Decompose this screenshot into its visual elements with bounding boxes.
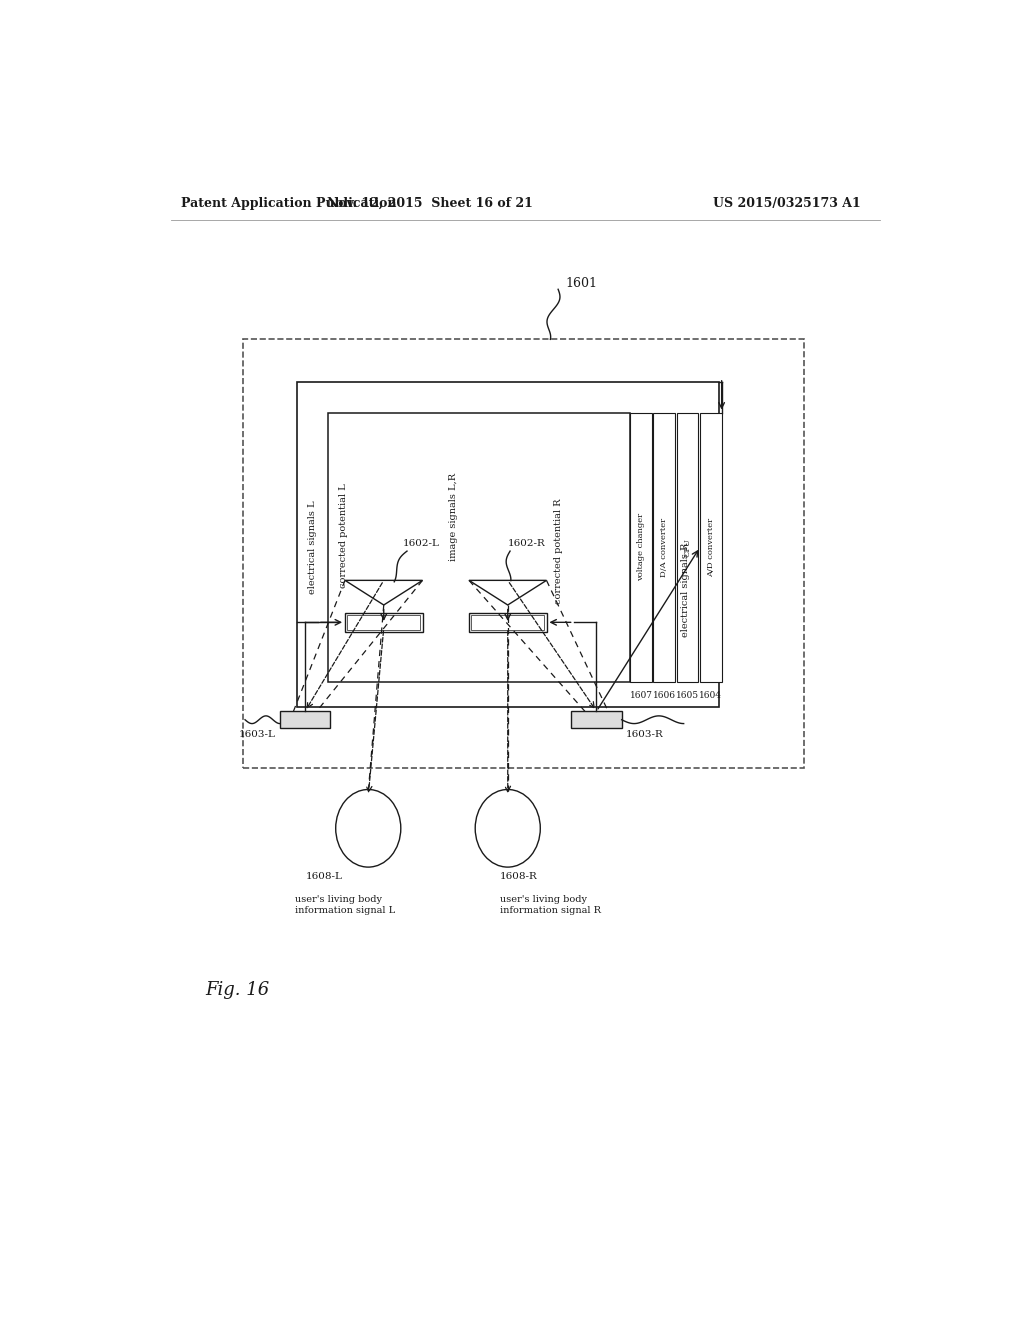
Bar	[630, 412, 652, 682]
Text: electrical signals R: electrical signals R	[682, 543, 690, 636]
Text: CPU: CPU	[684, 537, 691, 557]
Text: user's living body
information signal L: user's living body information signal L	[295, 895, 395, 915]
Text: 1601: 1601	[566, 277, 598, 289]
Bar	[243, 339, 804, 768]
Text: voltage changer: voltage changer	[637, 513, 645, 581]
Text: 1606: 1606	[653, 692, 676, 700]
Text: 1608-L: 1608-L	[306, 871, 343, 880]
Bar	[471, 615, 544, 630]
Text: Patent Application Publication: Patent Application Publication	[180, 197, 396, 210]
Bar	[328, 412, 630, 682]
Bar	[571, 711, 622, 729]
Text: 1603-R: 1603-R	[626, 730, 664, 739]
Bar	[280, 711, 331, 729]
Bar	[297, 381, 719, 706]
Text: US 2015/0325173 A1: US 2015/0325173 A1	[713, 197, 861, 210]
Bar	[347, 615, 420, 630]
Text: 1602-R: 1602-R	[508, 539, 546, 548]
Text: 1603-L: 1603-L	[240, 730, 276, 739]
Text: corrected potential L: corrected potential L	[339, 483, 348, 589]
Text: Fig. 16: Fig. 16	[206, 981, 269, 999]
Text: 1605: 1605	[676, 692, 699, 700]
Text: user's living body
information signal R: user's living body information signal R	[500, 895, 601, 915]
Text: 1602-L: 1602-L	[403, 539, 440, 548]
Bar	[345, 612, 423, 632]
Text: 1607: 1607	[630, 692, 652, 700]
Text: D/A converter: D/A converter	[660, 517, 669, 577]
Text: Nov. 12, 2015  Sheet 16 of 21: Nov. 12, 2015 Sheet 16 of 21	[328, 197, 534, 210]
Text: 1608-R: 1608-R	[500, 871, 538, 880]
Bar	[469, 612, 547, 632]
Text: 1604: 1604	[699, 692, 722, 700]
Text: electrical signals L: electrical signals L	[308, 500, 317, 594]
Bar	[700, 412, 722, 682]
Text: A/D converter: A/D converter	[707, 517, 715, 577]
Bar	[677, 412, 698, 682]
Text: corrected potential R: corrected potential R	[554, 499, 562, 603]
Bar	[653, 412, 675, 682]
Text: image signals L,R: image signals L,R	[449, 473, 458, 561]
